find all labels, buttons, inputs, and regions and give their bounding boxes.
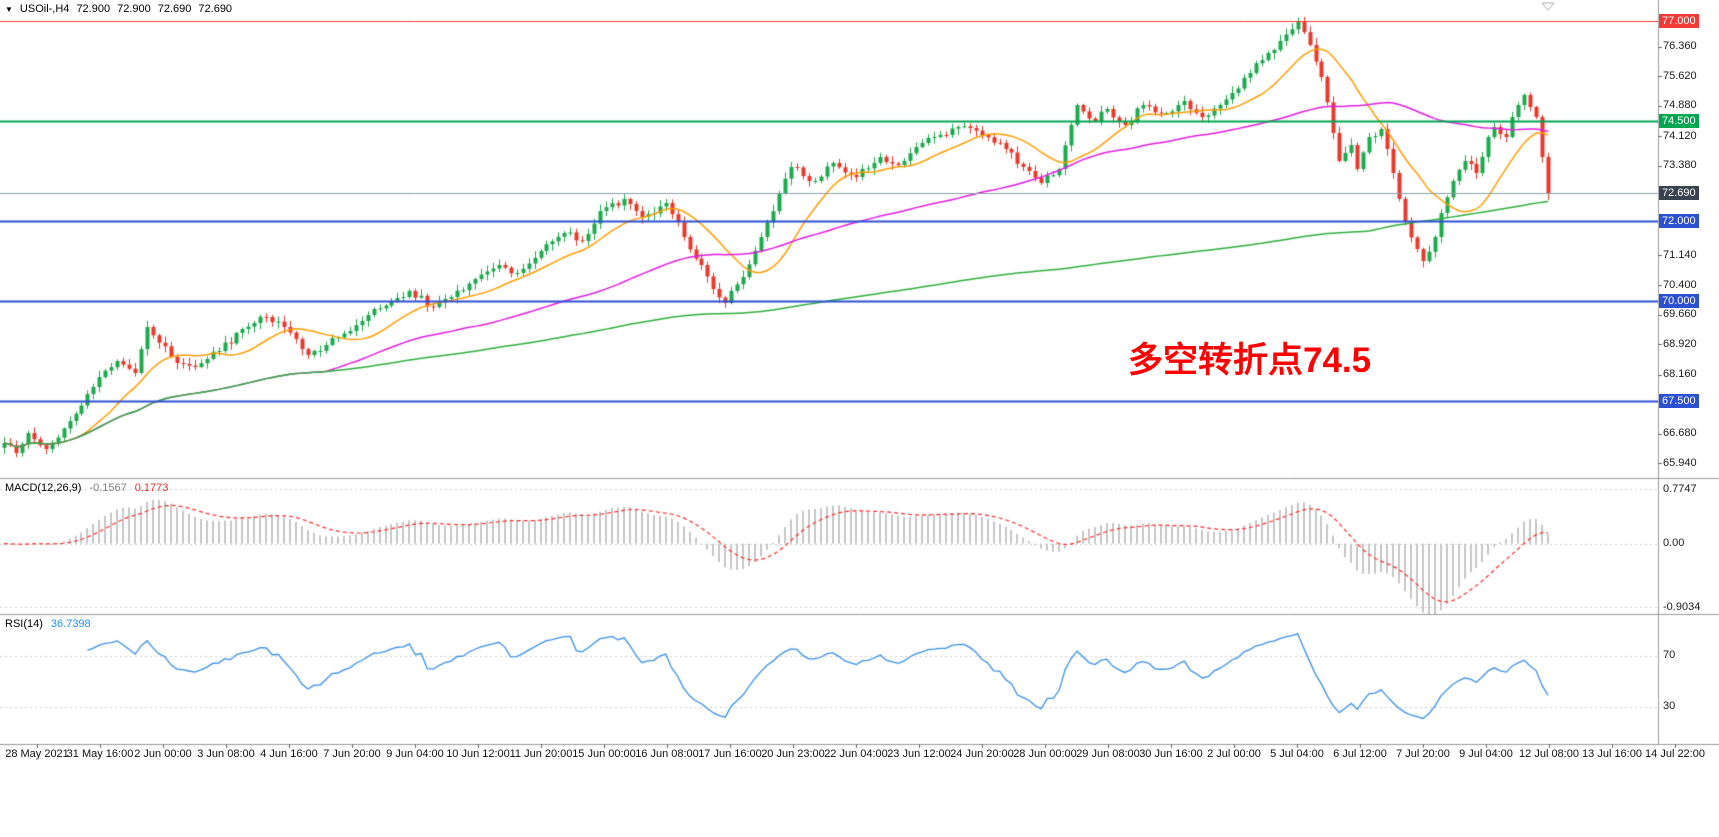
symbol-timeframe: USOil-,H4 [19, 3, 70, 15]
macd-signal-value: 0.1773 [134, 482, 169, 494]
symbol-dropdown-icon[interactable]: ▼ [5, 4, 13, 14]
rsi-indicator-label: RSI(14) 36.7398 [5, 618, 91, 630]
rsi-value: 36.7398 [50, 618, 91, 630]
quote-high: 72.900 [117, 3, 151, 15]
quote-close: 72.690 [198, 3, 233, 15]
rsi-name: RSI(14) [5, 618, 43, 630]
macd-name: MACD(12,26,9) [5, 482, 82, 494]
macd-main-value: -0.1567 [89, 482, 127, 494]
quote-open: 72.900 [76, 3, 111, 15]
macd-indicator-label: MACD(12,26,9) -0.1567 0.1773 [5, 482, 168, 494]
chart-annotation: 多空转折点74.5 [1128, 341, 1372, 380]
symbol-ohlc-readout: ▼ USOil-,H4 72.900 72.900 72.690 72.690 [5, 3, 232, 15]
quote-low: 72.690 [157, 3, 192, 15]
